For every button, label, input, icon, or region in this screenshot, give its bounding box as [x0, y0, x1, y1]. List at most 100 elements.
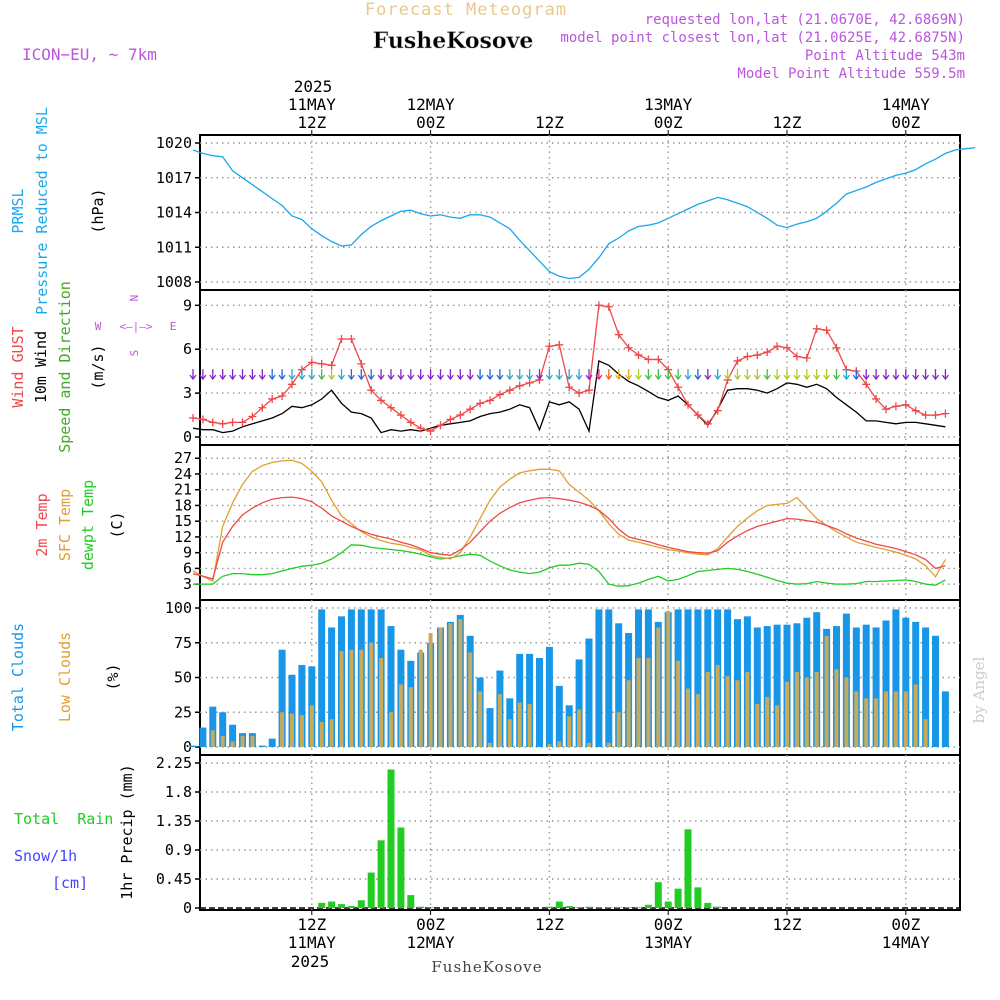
- low-cloud-bar: [329, 719, 334, 747]
- total-cloud-bar: [526, 653, 534, 747]
- gust-marker: [545, 342, 554, 351]
- total-cloud-bar: [288, 674, 296, 747]
- low-cloud-bar: [468, 652, 473, 747]
- low-cloud-bar: [398, 684, 403, 747]
- low-cloud-bar: [220, 735, 225, 747]
- low-cloud-bar: [874, 698, 879, 747]
- rain-bar: [664, 901, 672, 908]
- wind-arrow: [882, 369, 890, 381]
- low-cloud-bar: [626, 680, 631, 747]
- total-cloud-bar: [892, 609, 900, 747]
- gust-marker: [317, 359, 326, 368]
- closest-coords: model point closest lon,lat (21.0625E, 4…: [560, 30, 965, 46]
- gust-marker: [931, 411, 940, 420]
- gust-marker: [911, 406, 920, 415]
- total-cloud-bar: [872, 627, 880, 747]
- 2m-temp-label: 2m Temp: [33, 493, 51, 556]
- rain-bar: [565, 906, 573, 908]
- low-cloud-bar: [428, 633, 433, 747]
- low-cloud-bar: [705, 671, 710, 747]
- wind-arrow: [387, 369, 395, 381]
- low-cloud-bar: [299, 715, 304, 747]
- top-hour-label-3: 00Z: [654, 113, 683, 132]
- gust-marker: [396, 411, 405, 420]
- top-date-label-5: 14MAY: [882, 95, 931, 114]
- total-cloud-bar: [189, 745, 197, 747]
- compass-rose: N S W E <–|–>: [95, 295, 177, 357]
- bottom-hour-label-0: 12Z: [297, 915, 326, 934]
- bottom-hour-label-5: 00Z: [891, 915, 920, 934]
- gust-marker: [703, 419, 712, 428]
- gust-marker: [515, 381, 524, 390]
- model-label: ICON−EU, ~ 7km: [22, 45, 157, 64]
- bottom-date-label-1: 12MAY: [407, 933, 456, 952]
- wind-arrow: [476, 369, 484, 381]
- wind-arrow: [704, 369, 712, 381]
- bottom-date-label-0: 11MAY: [288, 933, 337, 952]
- rain-bar: [328, 901, 336, 908]
- gust-marker: [743, 352, 752, 361]
- wind-arrow: [773, 369, 781, 381]
- wind-arrow: [278, 369, 286, 381]
- rain-bar: [427, 907, 435, 908]
- gust-marker: [456, 411, 465, 420]
- rain-bar: [347, 906, 355, 908]
- ytick-label-temp-8: 27: [174, 449, 192, 467]
- wind-arrow: [634, 369, 643, 381]
- gust-marker: [753, 351, 762, 360]
- gust-marker: [684, 400, 692, 409]
- gust-marker: [486, 396, 494, 405]
- gust-marker: [644, 355, 653, 364]
- bottom-hour-label-2: 12Z: [535, 915, 564, 934]
- gust-marker: [258, 403, 267, 412]
- wind-plot: [189, 301, 950, 436]
- low-cloud-bar: [507, 719, 512, 747]
- gust-marker: [713, 406, 722, 415]
- rain-bar: [338, 904, 345, 908]
- wind-arrow: [783, 369, 791, 381]
- low-cloud-bar: [547, 744, 552, 747]
- percent-unit-label: (%): [104, 663, 122, 690]
- top-hour-label-2: 12Z: [535, 113, 564, 132]
- wind-arrow: [753, 369, 761, 381]
- panel-frame-precip: [199, 754, 961, 911]
- low-cloud-bar: [458, 619, 463, 747]
- low-cloud-bar: [676, 660, 681, 747]
- low-cloud-bar: [646, 658, 651, 747]
- rain-bar: [417, 906, 425, 908]
- top-year-label: 2025: [294, 77, 333, 96]
- gust-marker: [674, 383, 683, 392]
- wind-gust-label: Wind GUST: [9, 326, 27, 407]
- gust-marker: [901, 400, 910, 409]
- total-cloud-bar: [387, 626, 395, 747]
- wind-arrow: [931, 369, 940, 381]
- wind-arrow: [535, 369, 544, 381]
- total-cloud-bar: [773, 624, 781, 747]
- temp-2m-line: [192, 496, 946, 580]
- ytick-label-wind-2: 6: [183, 340, 192, 358]
- gust-marker: [208, 418, 217, 427]
- pressure-line: [192, 146, 976, 280]
- low-cloud-bar: [606, 742, 611, 747]
- ytick-label-temp-4: 15: [174, 512, 192, 530]
- 10m-wind-label: 10m Wind: [32, 331, 50, 403]
- bottom-hour-label-1: 00Z: [416, 915, 445, 934]
- wind-arrow: [436, 369, 445, 381]
- total-rain-label: Total Rain: [14, 810, 113, 828]
- pressure-msl-label: Pressure Reduced to MSL: [33, 107, 51, 315]
- wind-arrow: [268, 369, 276, 381]
- total-cloud-bar: [932, 635, 939, 747]
- low-cloud-bar: [735, 680, 740, 747]
- gust-marker: [792, 352, 801, 361]
- chart-title: Forecast Meteogram: [365, 0, 567, 20]
- bottom-hour-label-4: 12Z: [773, 915, 802, 934]
- total-cloud-bar: [555, 685, 563, 747]
- ytick-label-temp-0: 3: [183, 575, 192, 593]
- low-cloud-bar: [497, 694, 502, 747]
- total-cloud-bar: [268, 738, 276, 747]
- rain-bar: [318, 902, 326, 908]
- wind-arrow: [308, 369, 316, 381]
- wind-arrow: [872, 369, 880, 381]
